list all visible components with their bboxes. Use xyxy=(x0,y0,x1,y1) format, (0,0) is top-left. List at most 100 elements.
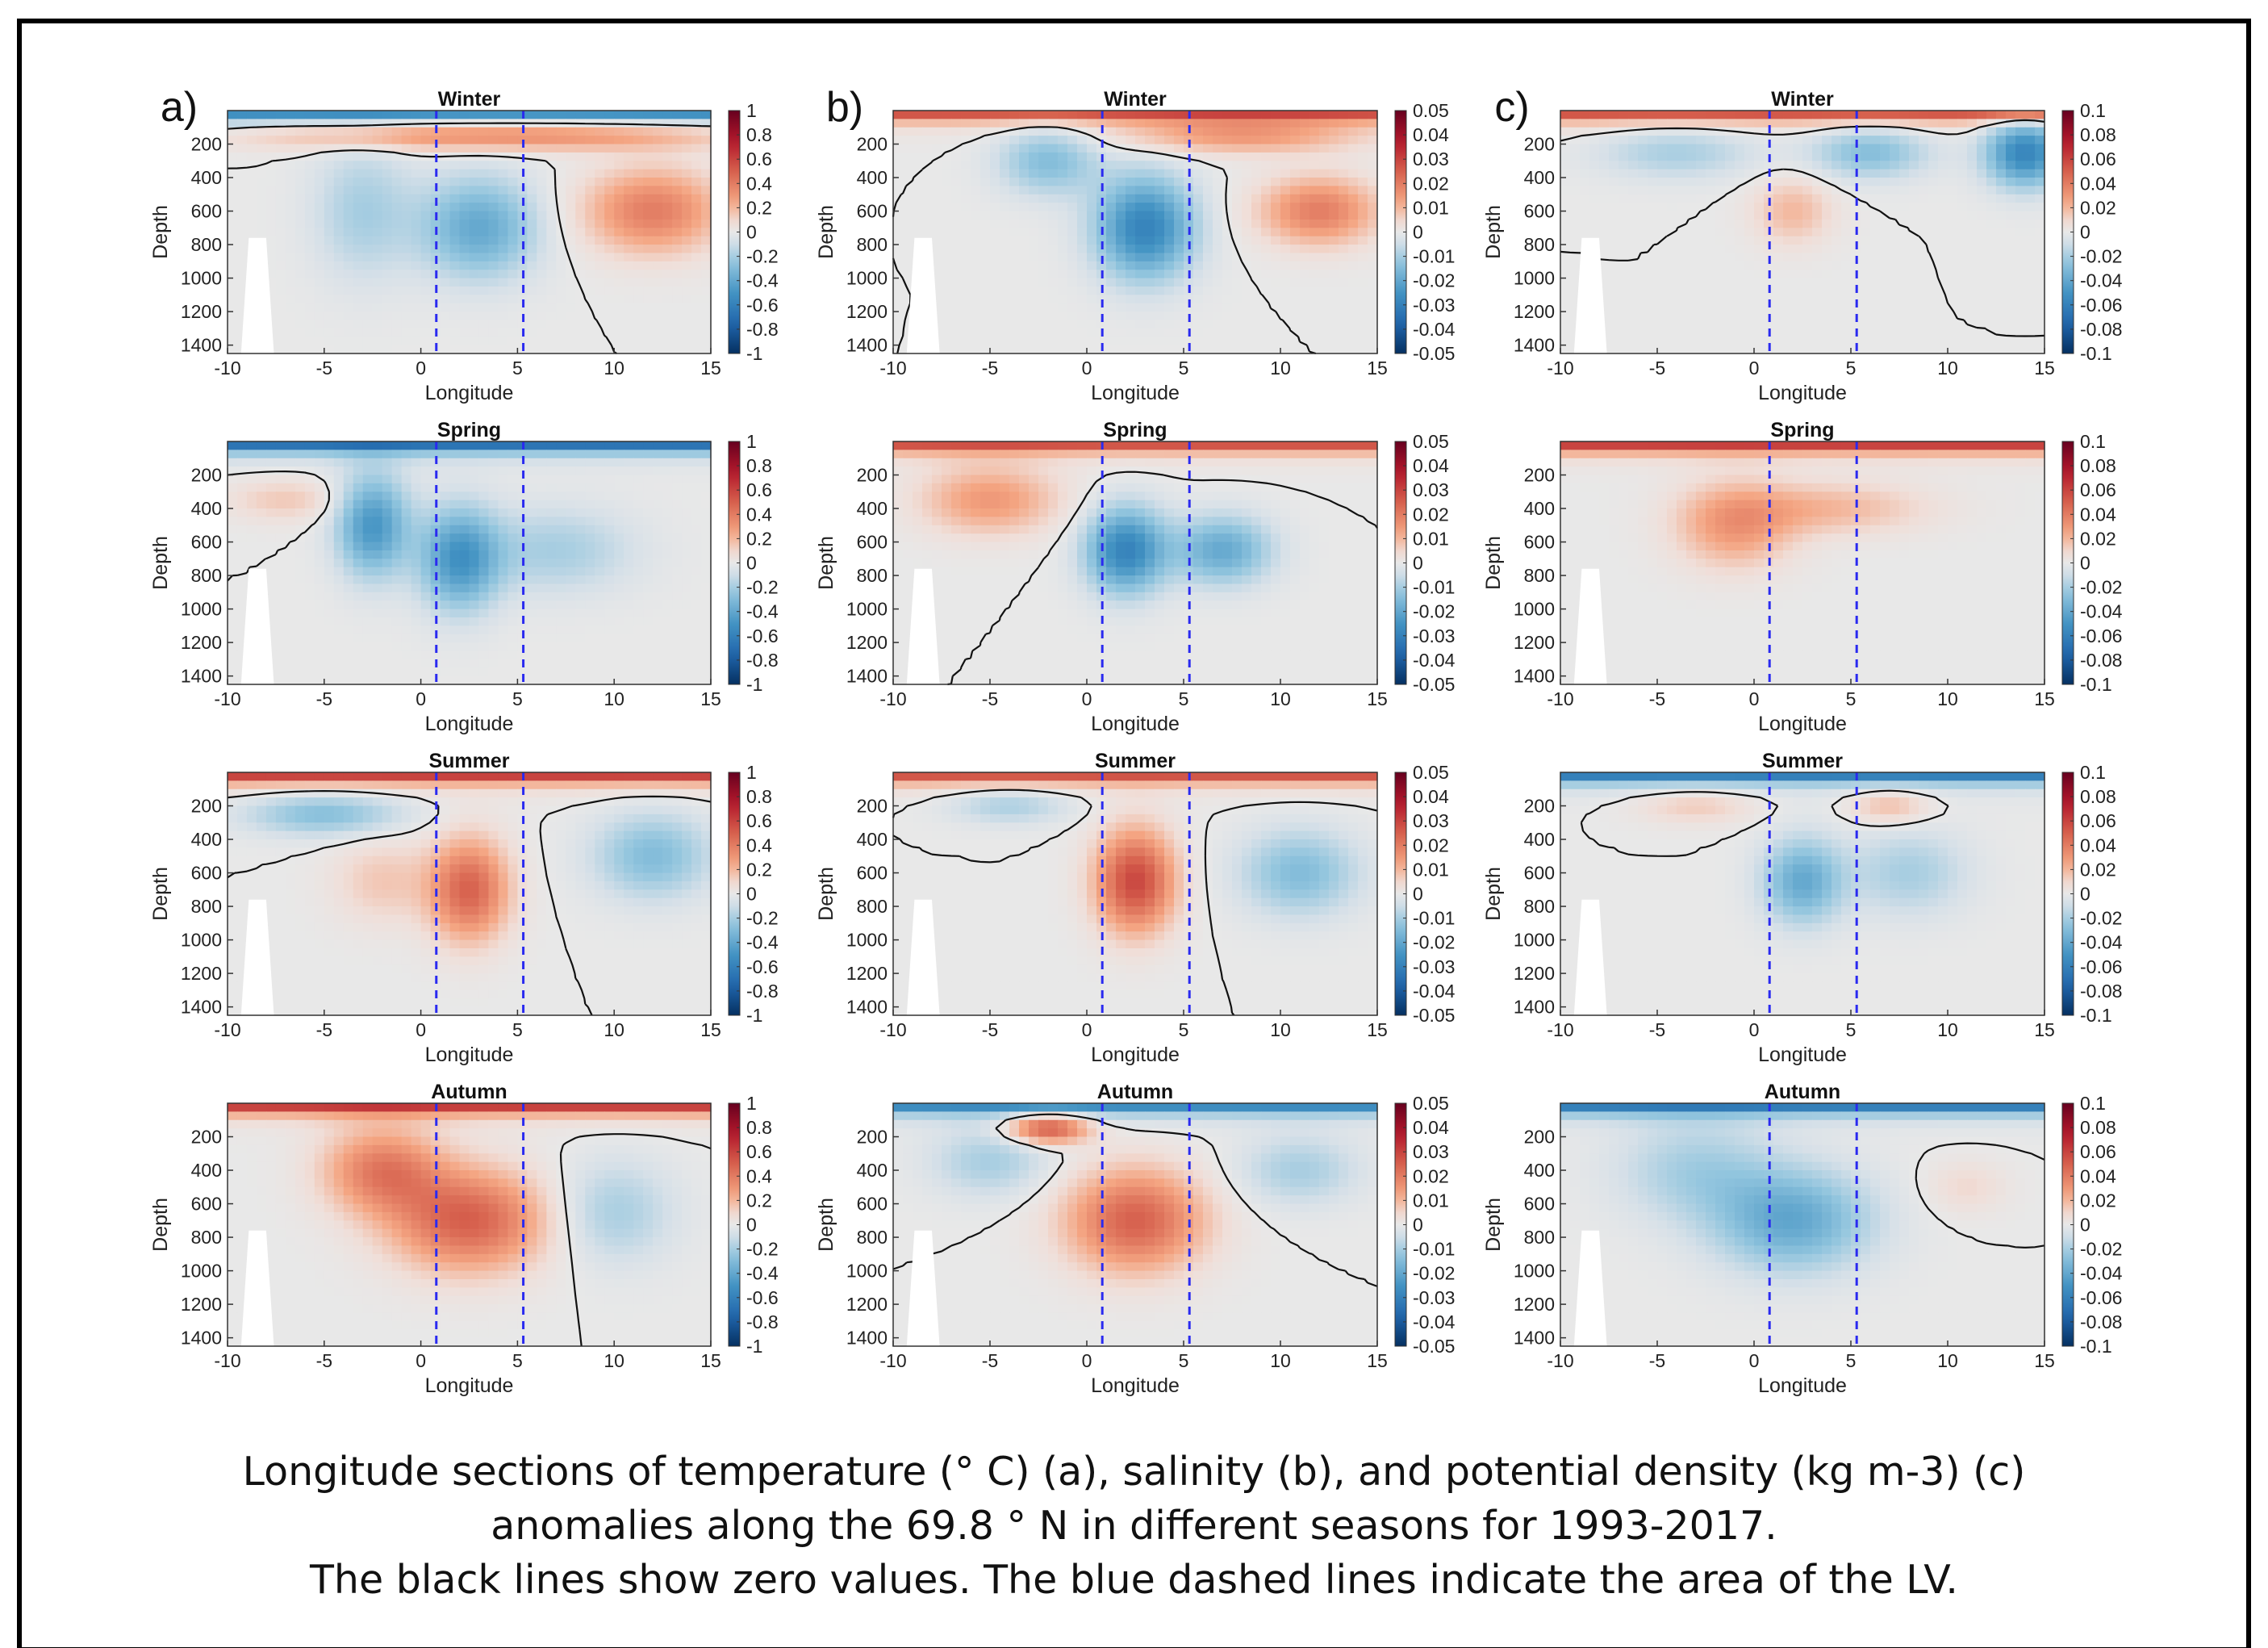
field-cell xyxy=(498,973,509,983)
field-cell xyxy=(343,931,354,941)
field-cell xyxy=(682,295,692,304)
field-cell xyxy=(537,1170,547,1180)
field-cell xyxy=(459,931,470,941)
field-cell xyxy=(265,814,277,823)
field-cell xyxy=(228,169,238,178)
field-cell xyxy=(294,805,306,815)
field-cell xyxy=(236,228,248,237)
field-cell xyxy=(556,642,566,652)
field-cell xyxy=(459,1144,470,1154)
field-cell xyxy=(527,772,537,781)
field-cell xyxy=(527,236,537,245)
field-cell xyxy=(682,609,692,618)
field-cell xyxy=(353,998,364,1008)
field-cell xyxy=(391,236,403,245)
field-cell xyxy=(537,517,547,526)
field-cell xyxy=(643,111,654,119)
field-cell xyxy=(228,517,238,526)
field-cell xyxy=(382,450,393,459)
field-cell xyxy=(372,186,383,195)
field-cell xyxy=(324,312,335,321)
field-cell xyxy=(256,880,267,890)
field-cell xyxy=(643,542,654,551)
field-cell xyxy=(391,517,403,526)
x-tick-label: -5 xyxy=(316,688,332,709)
field-cell xyxy=(391,450,403,459)
field-cell xyxy=(382,956,393,966)
field-cell xyxy=(672,1128,683,1138)
field-cell xyxy=(391,592,403,601)
variable-column-1: a)-10 -5 0 5 10 15Longitude200400600800100012… xyxy=(149,84,779,1397)
field-cell xyxy=(362,450,374,459)
field-cell xyxy=(265,780,277,790)
y-axis-label: Depth xyxy=(149,205,172,259)
field-cell xyxy=(382,533,393,543)
field-cell xyxy=(333,973,345,983)
field-cell xyxy=(701,931,712,941)
field-cell xyxy=(420,931,432,941)
field-cell xyxy=(643,600,654,610)
field-cell xyxy=(507,855,518,865)
field-cell xyxy=(537,533,547,543)
field-cell xyxy=(285,295,296,304)
field-cell xyxy=(527,864,537,874)
field-cell xyxy=(527,897,537,907)
field-cell xyxy=(411,270,422,279)
field-cell xyxy=(662,178,673,187)
field-cell xyxy=(682,337,692,346)
field-cell xyxy=(653,320,663,329)
field-cell xyxy=(556,788,566,798)
field-cell xyxy=(546,525,557,534)
field-cell xyxy=(691,119,702,128)
field-cell xyxy=(314,303,325,312)
field-cell xyxy=(653,897,663,907)
field-cell xyxy=(469,152,480,161)
field-cell xyxy=(546,219,557,228)
field-cell xyxy=(691,261,702,270)
field-cell xyxy=(653,998,663,1008)
field-cell xyxy=(527,475,537,484)
field-cell xyxy=(633,973,644,983)
field-cell xyxy=(459,261,470,270)
field-cell xyxy=(701,337,712,346)
field-cell xyxy=(285,1006,296,1016)
field-cell xyxy=(488,973,499,983)
field-cell xyxy=(498,194,509,203)
field-cell xyxy=(537,650,547,660)
field-cell xyxy=(469,303,480,312)
field-cell xyxy=(624,864,634,874)
field-cell xyxy=(236,889,248,899)
field-cell xyxy=(449,194,461,203)
field-cell xyxy=(430,1170,441,1180)
field-cell xyxy=(691,659,702,668)
field-cell xyxy=(391,617,403,626)
field-cell xyxy=(527,152,537,161)
field-cell xyxy=(304,956,315,966)
field-cell xyxy=(265,186,277,195)
field-cell xyxy=(643,575,654,585)
field-cell xyxy=(595,922,605,932)
field-cell xyxy=(401,270,412,279)
field-cell xyxy=(401,676,412,685)
field-cell xyxy=(246,111,257,119)
field-cell xyxy=(614,642,624,652)
field-cell xyxy=(228,897,238,907)
field-cell xyxy=(440,880,451,890)
field-cell xyxy=(420,981,432,991)
field-cell xyxy=(275,880,286,890)
field-cell xyxy=(449,525,461,534)
field-cell xyxy=(362,219,374,228)
field-cell xyxy=(575,625,586,635)
field-cell xyxy=(401,805,412,815)
field-cell xyxy=(507,253,518,262)
field-cell xyxy=(324,111,335,119)
field-cell xyxy=(469,278,480,287)
field-cell xyxy=(324,450,335,459)
field-cell xyxy=(527,211,537,220)
field-cell xyxy=(653,245,663,254)
colorbar-tick-label: 0.6 xyxy=(746,148,772,169)
field-cell xyxy=(546,558,557,568)
field-cell xyxy=(333,659,345,668)
field-cell xyxy=(294,981,306,991)
field-cell xyxy=(527,483,537,492)
